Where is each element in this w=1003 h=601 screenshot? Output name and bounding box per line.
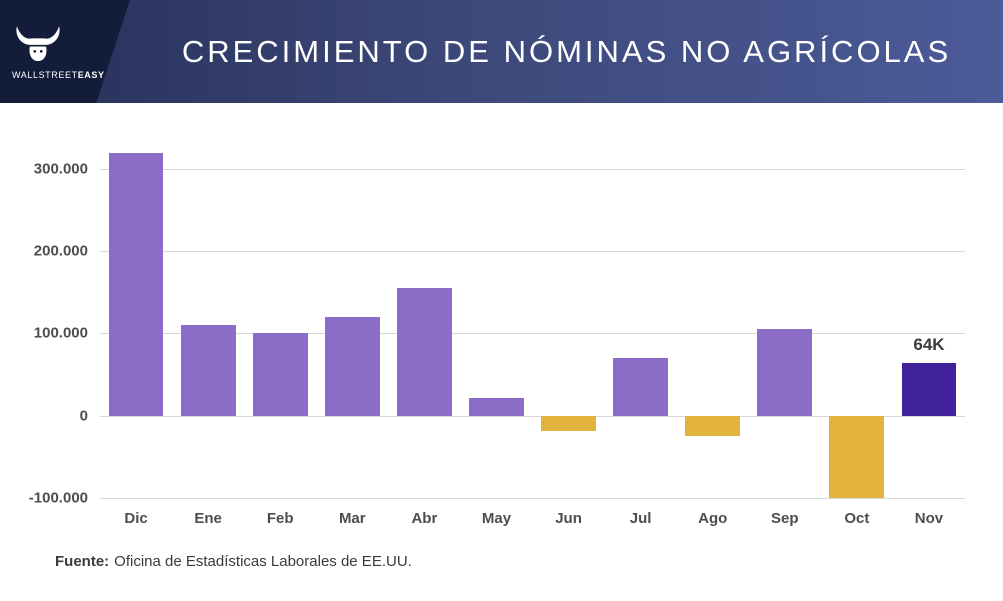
bar-jul bbox=[613, 358, 668, 416]
x-tick-label: Sep bbox=[771, 510, 799, 527]
x-tick-label: Oct bbox=[844, 510, 870, 527]
x-tick-label: Jun bbox=[555, 510, 582, 527]
brand-logo: WALLSTREETEASY bbox=[0, 0, 130, 103]
bull-icon bbox=[16, 25, 60, 61]
brand-name: WALLSTREETEASY bbox=[12, 70, 105, 80]
bar-feb bbox=[252, 333, 308, 416]
x-tick-label: Abr bbox=[411, 510, 438, 527]
bar-may bbox=[469, 397, 524, 416]
x-tick-label: Nov bbox=[914, 510, 944, 527]
x-tick-label: Ago bbox=[698, 510, 728, 527]
x-tick-label: Mar bbox=[338, 510, 366, 527]
gridline bbox=[100, 168, 965, 170]
bar-sep bbox=[757, 329, 813, 416]
gridline bbox=[100, 251, 965, 253]
header-title-wrap: CRECIMIENTO DE NÓMINAS NO AGRÍCOLAS bbox=[130, 0, 1003, 103]
x-tick-label: Feb bbox=[266, 510, 294, 527]
bar-nov bbox=[901, 363, 957, 416]
gridline bbox=[100, 415, 965, 417]
x-tick-label: May bbox=[481, 510, 512, 527]
brand-name-secondary: EASY bbox=[77, 69, 105, 80]
y-tick-label: 300.000 bbox=[33, 160, 88, 178]
source-text: Oficina de Estadísticas Laborales de EE.… bbox=[114, 553, 412, 570]
bar-data-label: 64K bbox=[913, 335, 945, 355]
y-tick-label: -100.000 bbox=[28, 489, 88, 507]
x-tick-label: Dic bbox=[124, 510, 148, 527]
brand-name-primary: WALLSTREET bbox=[12, 69, 78, 80]
bar-oct bbox=[829, 415, 885, 498]
x-tick-label: Ene bbox=[194, 510, 222, 527]
bar-abr bbox=[396, 288, 452, 416]
source-note: Fuente: Oficina de Estadísticas Laborales… bbox=[55, 553, 412, 570]
bar-dic bbox=[108, 152, 164, 416]
header-banner: WALLSTREETEASY CRECIMIENTO DE NÓMINAS NO… bbox=[0, 0, 1003, 103]
chart-plot: 300.000 200.000 100.000 0 -100.000 64K bbox=[29, 142, 965, 507]
x-tick-label: Jul bbox=[629, 510, 652, 527]
bar-jun bbox=[541, 415, 596, 431]
bar-ago bbox=[685, 415, 741, 437]
gridline bbox=[100, 498, 965, 499]
gridline bbox=[100, 333, 965, 335]
source-label: Fuente: bbox=[55, 553, 110, 570]
y-tick-label: 200.000 bbox=[33, 242, 88, 260]
y-tick-label: 100.000 bbox=[33, 324, 88, 342]
bar-mar bbox=[324, 317, 380, 416]
page-title: CRECIMIENTO DE NÓMINAS NO AGRÍCOLAS bbox=[181, 33, 952, 69]
x-axis-labels: Dic Ene Feb Mar Abr May Jun Jul Ago Sep Oct Nov bbox=[100, 510, 965, 530]
bar-ene bbox=[180, 325, 236, 416]
bar-chart: 300.000 200.000 100.000 0 -100.000 64K Dic Ene… bbox=[0, 128, 1003, 548]
y-tick-label: 0 bbox=[79, 407, 88, 425]
